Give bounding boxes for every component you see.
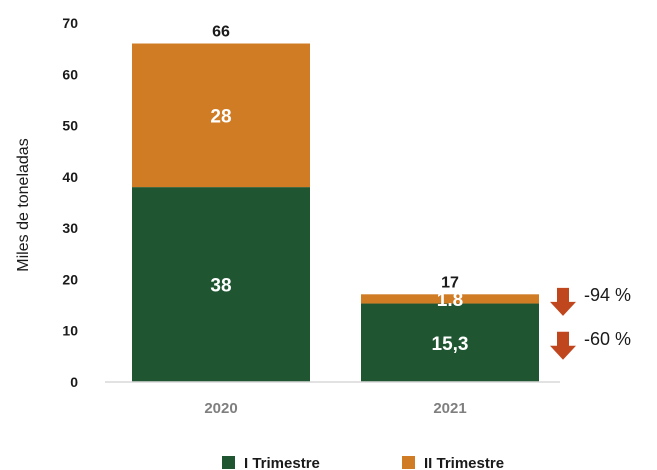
y-tick-label: 50 bbox=[62, 118, 78, 134]
y-tick-label: 70 bbox=[62, 15, 78, 31]
bar-segment-ii-trimestre-2021 bbox=[361, 294, 539, 304]
percent-change-label: -60 % bbox=[584, 329, 631, 349]
x-tick-label: 2020 bbox=[204, 400, 237, 417]
y-tick-label: 30 bbox=[62, 220, 78, 236]
y-tick-label: 40 bbox=[62, 169, 78, 185]
x-tick-label: 2021 bbox=[433, 400, 466, 417]
change-annotations: -94 % -60 % bbox=[550, 285, 631, 360]
y-tick-label: 0 bbox=[70, 374, 78, 390]
legend-swatch bbox=[222, 456, 235, 469]
total-label: 17 bbox=[441, 274, 459, 291]
down-arrow-icon bbox=[550, 331, 576, 360]
data-label: 15,3 bbox=[432, 334, 469, 355]
y-tick-label: 20 bbox=[62, 271, 78, 287]
plot-area: 38 28 66 15,3 1.817 bbox=[132, 24, 539, 382]
x-axis: 2020 2021 bbox=[204, 400, 466, 417]
down-arrow-icon bbox=[550, 287, 576, 316]
y-tick-label: 10 bbox=[62, 323, 78, 339]
y-axis-label: Miles de toneladas bbox=[15, 138, 32, 271]
legend-label: I Trimestre bbox=[244, 455, 320, 470]
percent-change-label: -94 % bbox=[584, 285, 631, 305]
data-label: 28 bbox=[210, 106, 231, 127]
legend-swatch bbox=[402, 456, 415, 469]
legend-label: II Trimestre bbox=[424, 455, 504, 470]
data-label: 1.8 bbox=[437, 290, 463, 311]
data-label: 38 bbox=[210, 276, 231, 297]
bar-segment-ii-trimestre-2020 bbox=[132, 43, 310, 188]
y-axis: 0 10 20 30 40 50 60 70 bbox=[62, 15, 78, 390]
bar-segment-i-trimestre-2020 bbox=[132, 187, 310, 382]
legend: I Trimestre II Trimestre bbox=[222, 455, 504, 470]
bar-segment-i-trimestre-2021 bbox=[361, 303, 539, 382]
total-label: 66 bbox=[212, 24, 230, 41]
y-tick-label: 60 bbox=[62, 66, 78, 82]
